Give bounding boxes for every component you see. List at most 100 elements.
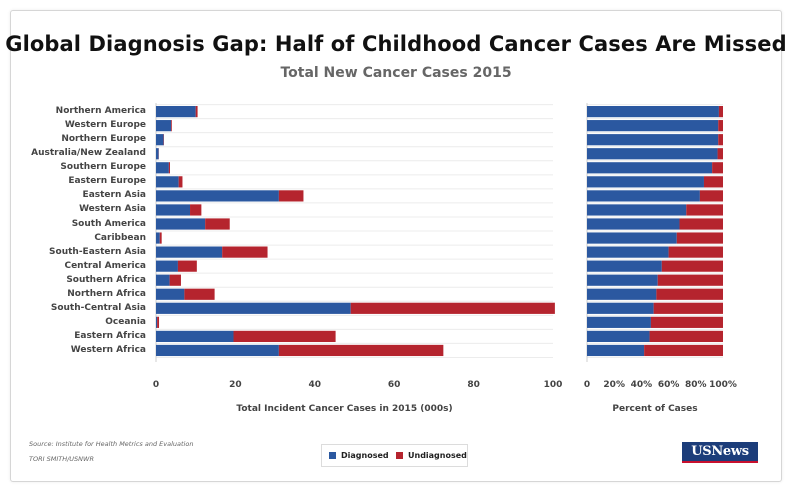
bar-diagnosed xyxy=(587,288,657,300)
bar-diagnosed xyxy=(156,246,223,258)
legend-undiagnosed-swatch xyxy=(396,452,403,459)
bar-undiagnosed xyxy=(656,288,723,300)
bar-undiagnosed xyxy=(168,162,170,174)
category-label: South America xyxy=(71,218,146,229)
bar-undiagnosed xyxy=(679,218,723,230)
x-tick-label: 80% xyxy=(685,380,707,390)
bar-diagnosed xyxy=(587,190,700,202)
bar-undiagnosed xyxy=(178,176,183,188)
bar-diagnosed xyxy=(587,344,645,357)
category-label: Southern Africa xyxy=(66,274,146,285)
bar-undiagnosed xyxy=(278,190,304,202)
bar-undiagnosed xyxy=(717,148,723,160)
bar-diagnosed xyxy=(156,134,164,146)
bar-diagnosed xyxy=(156,162,169,174)
bar-diagnosed xyxy=(587,134,719,146)
x-tick-label: 40% xyxy=(631,380,653,390)
bar-undiagnosed xyxy=(661,260,723,272)
x-tick-label: 40 xyxy=(309,380,322,390)
category-label: Eastern Asia xyxy=(82,190,146,201)
legend: Diagnosed Undiagnosed xyxy=(321,444,468,467)
bar-undiagnosed xyxy=(718,134,723,146)
category-label: Oceania xyxy=(105,316,146,327)
bar-diagnosed xyxy=(156,218,206,230)
bar-undiagnosed xyxy=(278,344,444,357)
x-tick-label: 80 xyxy=(467,380,480,390)
bar-undiagnosed xyxy=(653,302,723,314)
category-label: Northern Africa xyxy=(67,288,146,299)
bar-undiagnosed xyxy=(686,204,723,216)
legend-diagnosed-swatch xyxy=(329,452,336,459)
category-label: South-Eastern Asia xyxy=(49,246,146,257)
bar-undiagnosed xyxy=(195,106,198,118)
page-frame xyxy=(10,10,782,482)
left-x-axis-title: Total Incident Cancer Cases in 2015 (000… xyxy=(236,404,453,414)
x-tick-label: 20 xyxy=(229,380,242,390)
bar-undiagnosed xyxy=(718,106,723,118)
category-label: Western Asia xyxy=(79,204,146,215)
bar-undiagnosed xyxy=(676,232,723,244)
x-tick-label: 60 xyxy=(388,380,401,390)
bar-undiagnosed xyxy=(233,330,336,342)
category-label: Caribbean xyxy=(94,232,146,243)
x-tick-label: 100 xyxy=(544,380,563,390)
bar-diagnosed xyxy=(156,148,159,160)
x-tick-label: 0 xyxy=(584,380,590,390)
category-label: Western Europe xyxy=(64,120,146,131)
bar-diagnosed xyxy=(587,218,680,230)
category-label: South-Central Asia xyxy=(50,302,146,313)
bar-diagnosed xyxy=(156,176,179,188)
bar-undiagnosed xyxy=(703,176,723,188)
bar-diagnosed xyxy=(156,344,279,357)
bar-undiagnosed xyxy=(668,246,723,258)
category-label: Australia/New Zealand xyxy=(31,148,146,159)
bar-undiagnosed xyxy=(190,204,202,216)
bar-diagnosed xyxy=(587,106,719,118)
bar-diagnosed xyxy=(587,274,658,286)
bar-undiagnosed xyxy=(177,260,197,272)
bar-diagnosed xyxy=(156,274,170,286)
bar-undiagnosed xyxy=(649,330,723,342)
category-label: Eastern Europe xyxy=(68,176,146,187)
bar-diagnosed xyxy=(587,260,662,272)
bar-undiagnosed xyxy=(699,190,723,202)
bar-diagnosed xyxy=(587,302,654,314)
bar-undiagnosed xyxy=(169,274,181,286)
category-label: Eastern Africa xyxy=(74,330,146,341)
bar-diagnosed xyxy=(587,330,650,342)
bar-diagnosed xyxy=(156,232,160,244)
bar-diagnosed xyxy=(156,204,191,216)
bar-undiagnosed xyxy=(222,246,268,258)
bar-undiagnosed xyxy=(205,218,230,230)
bar-undiagnosed xyxy=(712,162,723,174)
bar-undiagnosed xyxy=(184,288,215,300)
percent-bar-chart: 0 20% 40% 60% 80% 100% xyxy=(584,103,737,390)
bar-diagnosed xyxy=(156,302,351,314)
bar-diagnosed xyxy=(156,330,234,342)
bar-undiagnosed xyxy=(171,120,172,132)
credit-note: TORI SMITH/USNWR xyxy=(29,455,94,463)
cases-bar-chart: 0 20 40 60 80 100 xyxy=(153,103,563,390)
category-label: Northern Europe xyxy=(61,134,146,145)
legend-diagnosed-label: Diagnosed xyxy=(341,451,389,460)
bar-diagnosed xyxy=(156,316,158,328)
bar-diagnosed xyxy=(587,176,704,188)
category-label: Central America xyxy=(64,260,146,271)
bar-diagnosed xyxy=(156,288,185,300)
bar-diagnosed xyxy=(587,316,651,328)
x-tick-label: 60% xyxy=(658,380,680,390)
category-label: Northern America xyxy=(55,106,146,117)
chart-subtitle: Total New Cancer Cases 2015 xyxy=(280,65,512,81)
bar-diagnosed xyxy=(587,232,677,244)
category-label: Southern Europe xyxy=(60,162,146,173)
usnews-logo: USNews xyxy=(682,442,758,461)
bar-undiagnosed xyxy=(650,316,723,328)
bar-diagnosed xyxy=(587,246,669,258)
x-tick-label: 100% xyxy=(709,380,737,390)
bar-diagnosed xyxy=(587,204,687,216)
x-tick-label: 0 xyxy=(153,380,159,390)
bar-undiagnosed xyxy=(350,302,555,314)
right-x-axis-title: Percent of Cases xyxy=(612,404,698,414)
